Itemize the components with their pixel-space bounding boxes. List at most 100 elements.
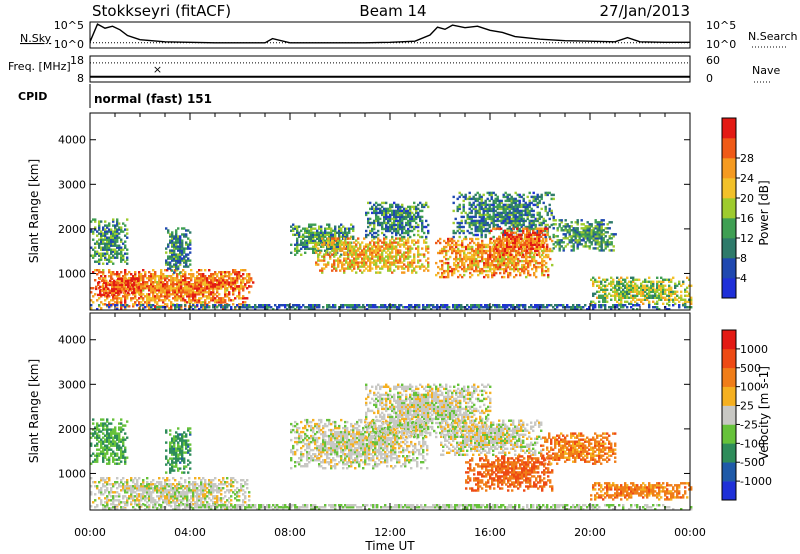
echo-cell	[504, 203, 507, 207]
echo-cell	[94, 250, 97, 253]
echo-cell	[304, 235, 307, 239]
echo-cell	[480, 203, 483, 207]
echo-cell	[480, 215, 483, 219]
echo-cell	[509, 267, 512, 271]
echo-cell	[618, 284, 621, 288]
echo-cell	[502, 221, 505, 225]
echo-cell	[417, 233, 420, 237]
echo-cell	[206, 277, 209, 280]
echo-cell	[325, 263, 328, 266]
echo-cell	[371, 235, 374, 239]
echo-cell	[106, 252, 109, 255]
echo-cell	[564, 223, 567, 226]
echo-cell	[171, 235, 174, 238]
echo-cell	[499, 271, 502, 275]
echo-cell	[180, 291, 183, 294]
echo-cell	[168, 289, 171, 292]
echo-cell	[116, 244, 119, 247]
echo-cell	[504, 223, 507, 227]
echo-cell	[104, 258, 107, 261]
echo-cell	[606, 278, 609, 282]
echo-cell	[644, 298, 647, 302]
echo-cell	[482, 193, 485, 197]
echo-cell	[469, 267, 472, 271]
echo-cell	[495, 255, 498, 259]
echo-cell	[445, 241, 448, 245]
echo-cell	[124, 299, 127, 302]
echo-cell	[224, 293, 227, 296]
echo-cell	[662, 286, 665, 290]
echo-cell	[457, 265, 460, 269]
echo-cell	[515, 265, 518, 269]
echo-cell	[409, 215, 412, 219]
echo-cell	[598, 290, 601, 294]
echo-cell	[542, 251, 545, 255]
echo-cell	[530, 241, 533, 245]
echo-cell	[178, 279, 181, 282]
echo-cell	[100, 220, 103, 223]
echo-cell	[349, 261, 352, 264]
echo-cell	[499, 255, 502, 259]
echo-cell	[122, 304, 125, 307]
echo-cell	[377, 271, 380, 274]
echo-cell	[499, 267, 502, 271]
echo-cell	[248, 275, 251, 278]
echo-cell	[123, 283, 126, 287]
echo-cell	[493, 263, 496, 267]
echo-cell	[206, 283, 209, 286]
echo-cell	[477, 241, 480, 245]
echo-cell	[515, 255, 518, 259]
echo-cell	[373, 241, 376, 244]
echo-cell	[105, 281, 108, 285]
echo-cell	[340, 306, 343, 309]
echo-cell	[373, 251, 376, 254]
echo-cell	[602, 278, 605, 282]
echo-cell	[518, 213, 521, 217]
echo-cell	[547, 267, 550, 271]
echo-cell	[467, 247, 470, 251]
echo-cell	[379, 267, 382, 270]
echo-cell	[526, 207, 529, 211]
echo-cell	[388, 306, 391, 309]
echo-cell	[399, 239, 402, 242]
echo-cell	[180, 275, 183, 278]
echo-cell	[527, 265, 530, 269]
echo-cell	[421, 247, 424, 250]
echo-cell	[540, 227, 543, 230]
echo-cell	[475, 257, 478, 261]
echo-cell	[413, 253, 416, 256]
echo-cell	[296, 247, 299, 251]
echo-cell	[395, 261, 398, 264]
echo-cell	[656, 296, 659, 300]
echo-cell	[328, 233, 331, 237]
echo-cell	[389, 223, 392, 227]
echo-cell	[222, 297, 225, 300]
echo-cell	[401, 225, 404, 229]
echo-cell	[530, 243, 533, 247]
echo-cell	[208, 301, 211, 304]
noise-series-0	[89, 23, 690, 44]
echo-cell	[200, 273, 203, 276]
echo-cell	[458, 231, 461, 235]
echo-cell	[594, 225, 597, 228]
echo-cell	[208, 291, 211, 294]
echo-cell	[226, 283, 229, 286]
echo-cell	[636, 294, 639, 298]
echo-cell	[562, 225, 565, 228]
echo-cell	[367, 245, 370, 248]
echo-cell	[544, 225, 547, 229]
echo-cell	[174, 295, 177, 298]
echo-cell	[456, 205, 459, 209]
echo-cell	[189, 231, 192, 234]
echo-cell	[479, 259, 482, 263]
echo-cell	[357, 247, 360, 250]
echo-cell	[216, 291, 219, 294]
echo-cell	[395, 215, 398, 219]
echo-cell	[528, 199, 531, 203]
echo-cell	[600, 280, 603, 284]
echo-cell	[389, 253, 392, 256]
echo-cell	[306, 247, 309, 251]
echo-cell	[377, 245, 380, 248]
echo-cell	[580, 223, 583, 226]
echo-cell	[475, 237, 478, 241]
